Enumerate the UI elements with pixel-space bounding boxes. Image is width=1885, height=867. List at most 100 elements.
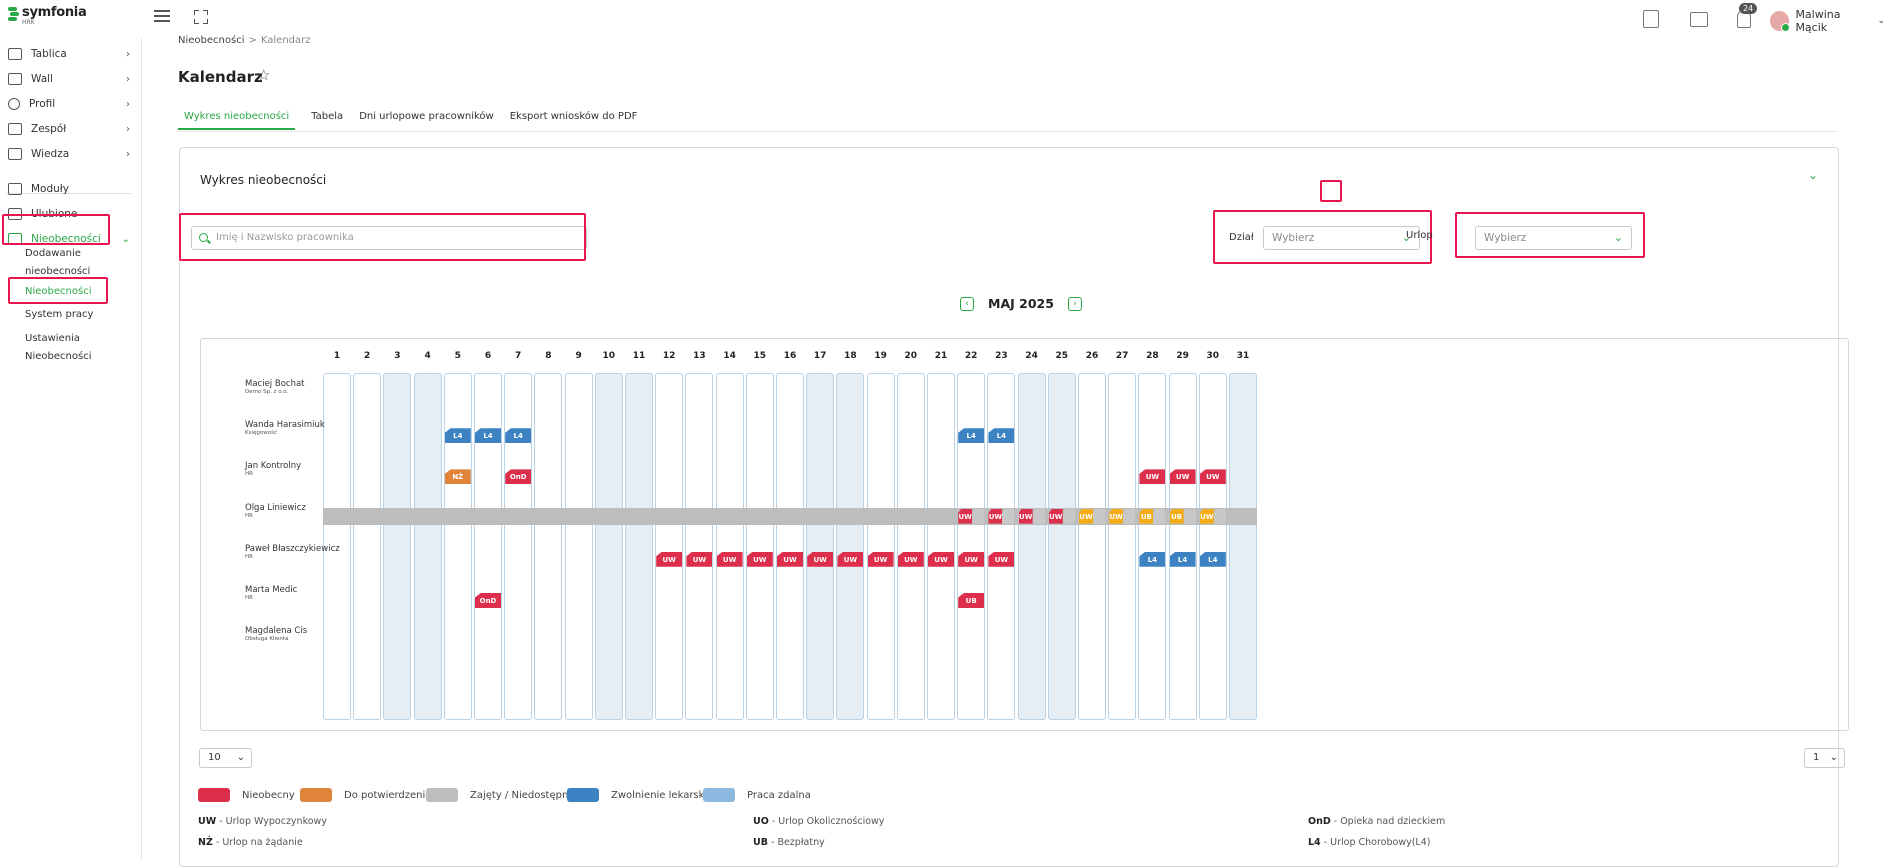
employee-row-label[interactable]: Maciej Bochat Demo Sp. z o.o. xyxy=(245,379,305,395)
day-column[interactable] xyxy=(1229,373,1257,720)
day-column[interactable] xyxy=(383,373,412,720)
day-column[interactable] xyxy=(685,373,714,720)
sidebar-subitem-nieobecnosci[interactable]: Nieobecności xyxy=(25,283,91,301)
absence-tag[interactable]: L4 xyxy=(444,428,471,444)
breadcrumb-parent[interactable]: Nieobecności xyxy=(178,35,245,46)
absence-tag[interactable]: UW xyxy=(897,551,924,567)
sidebar-item-profil[interactable]: Profil › xyxy=(0,93,142,115)
employee-row-label[interactable]: Magdalena Cis Obsługa Klienta xyxy=(245,626,307,642)
day-column[interactable] xyxy=(806,373,835,720)
absence-tag[interactable]: OnD xyxy=(505,469,532,485)
day-column[interactable] xyxy=(413,373,442,720)
user-menu[interactable]: Malwina Mącik ⌄ xyxy=(1770,8,1885,34)
sidebar-item-zespol[interactable]: Zespół › xyxy=(0,118,142,140)
sidebar-subitem-system-pracy[interactable]: System pracy xyxy=(25,306,93,324)
day-column[interactable] xyxy=(836,373,865,720)
absence-tag[interactable]: UB xyxy=(1139,508,1154,524)
tab-tabela[interactable]: Tabela xyxy=(311,111,344,122)
absence-tag[interactable]: UW xyxy=(1199,469,1226,485)
employee-row-label[interactable]: Olga Liniewicz HR xyxy=(245,503,306,519)
day-column[interactable] xyxy=(1168,373,1197,720)
prev-month-button[interactable]: ‹ xyxy=(960,296,974,311)
sidebar-subitem-dodawanie[interactable]: Dodawanie nieobecności xyxy=(25,245,90,281)
day-column[interactable] xyxy=(443,373,472,720)
absence-tag[interactable]: UW xyxy=(807,551,834,567)
absence-tag[interactable]: UW xyxy=(656,551,683,567)
leave-select[interactable]: Wybierz ⌄ xyxy=(1475,226,1632,250)
absence-tag[interactable]: UW xyxy=(686,551,713,567)
absence-tag[interactable]: UW xyxy=(1079,508,1093,524)
tab-wykres[interactable]: Wykres nieobecności xyxy=(178,106,296,130)
chevron-down-icon[interactable]: ⌄ xyxy=(1807,168,1818,182)
search-input[interactable]: Imię i Nazwisko pracownika xyxy=(191,226,587,250)
day-column[interactable] xyxy=(1138,373,1167,720)
day-column[interactable] xyxy=(534,373,563,720)
absence-tag[interactable]: UW xyxy=(958,551,985,567)
day-column[interactable] xyxy=(927,373,955,720)
employee-row-label[interactable]: Paweł Błaszczykiewicz HR xyxy=(245,544,340,560)
absence-tag[interactable]: UW xyxy=(958,508,973,524)
absence-tag[interactable]: L4 xyxy=(505,428,532,444)
tab-eksport[interactable]: Eksport wniosków do PDF xyxy=(509,111,638,122)
sidebar-subitem-ustawienia[interactable]: Ustawienia Nieobecności xyxy=(25,330,91,366)
absence-tag[interactable]: UB xyxy=(958,593,985,608)
day-column[interactable] xyxy=(1108,373,1137,720)
day-column[interactable] xyxy=(1198,373,1227,720)
absence-tag[interactable]: UW xyxy=(988,551,1015,567)
day-column[interactable] xyxy=(957,373,986,720)
absence-tag[interactable]: UW xyxy=(1109,508,1124,524)
day-column[interactable] xyxy=(594,373,623,720)
sidebar-item-wiedza[interactable]: Wiedza › xyxy=(0,143,142,165)
absence-tag[interactable]: UW xyxy=(777,551,803,567)
sidebar-item-moduly[interactable]: Moduły xyxy=(0,178,142,200)
absence-tag[interactable]: UW xyxy=(837,551,864,567)
absence-tag[interactable]: L4 xyxy=(1139,551,1166,567)
absence-tag[interactable]: UW xyxy=(746,551,773,567)
day-column[interactable] xyxy=(323,373,351,720)
absence-tag[interactable]: UW xyxy=(867,551,894,567)
absence-tag[interactable]: L4 xyxy=(1169,551,1196,567)
day-column[interactable] xyxy=(625,373,653,720)
day-column[interactable] xyxy=(776,373,804,720)
absence-tag[interactable]: UW xyxy=(988,508,1003,524)
day-column[interactable] xyxy=(745,373,774,720)
absence-tag[interactable]: L4 xyxy=(1199,551,1226,567)
day-column[interactable] xyxy=(715,373,744,720)
day-column[interactable] xyxy=(655,373,684,720)
fullscreen-icon[interactable] xyxy=(194,10,208,24)
hamburger-menu-icon[interactable] xyxy=(154,10,170,25)
employee-row-label[interactable]: Marta Medic HR xyxy=(245,585,297,601)
absence-tag[interactable]: UW xyxy=(1139,469,1166,485)
employee-row-label[interactable]: Wanda Harasimiuk Księgowość xyxy=(245,420,325,436)
day-column[interactable] xyxy=(1047,373,1076,720)
page-size-select[interactable]: 10 ⌄ xyxy=(199,748,252,768)
next-month-button[interactable]: › xyxy=(1067,296,1082,311)
messages-icon[interactable] xyxy=(1690,12,1708,27)
tab-dni-urlopowe[interactable]: Dni urlopowe pracowników xyxy=(359,111,494,122)
day-column[interactable] xyxy=(353,373,382,720)
absence-tag[interactable]: UW xyxy=(1048,508,1063,524)
sidebar-item-tablica[interactable]: Tablica › xyxy=(0,43,142,65)
absence-tag[interactable]: L4 xyxy=(988,428,1015,444)
favorite-star-icon[interactable]: ☆ xyxy=(257,66,271,84)
page-select[interactable]: 1 ⌄ xyxy=(1804,748,1845,768)
absence-tag[interactable]: L4 xyxy=(958,428,985,444)
employee-row-label[interactable]: Jan Kontrolny HR xyxy=(245,461,301,477)
absence-tag[interactable]: L4 xyxy=(475,428,501,444)
day-column[interactable] xyxy=(474,373,502,720)
day-column[interactable] xyxy=(987,373,1016,720)
dept-select[interactable]: Wybierz ⌄ xyxy=(1263,226,1420,250)
absence-tag[interactable]: UW xyxy=(928,551,954,567)
absence-tag[interactable]: UB xyxy=(1169,508,1184,524)
sidebar-item-ulubione[interactable]: Ulubione xyxy=(0,203,142,225)
day-column[interactable] xyxy=(1078,373,1106,720)
day-column[interactable] xyxy=(1017,373,1046,720)
absence-tag[interactable]: NŻ xyxy=(444,469,471,485)
absence-tag[interactable]: UW xyxy=(1199,508,1214,524)
day-column[interactable] xyxy=(896,373,925,720)
symfonia-logo[interactable]: symfonia HRK xyxy=(8,6,87,26)
day-column[interactable] xyxy=(504,373,533,720)
absence-tag[interactable]: UW xyxy=(716,551,743,567)
clipboard-icon[interactable] xyxy=(1643,10,1659,28)
day-column[interactable] xyxy=(564,373,593,720)
